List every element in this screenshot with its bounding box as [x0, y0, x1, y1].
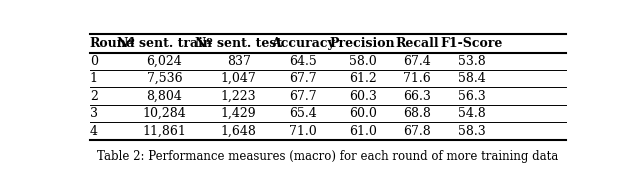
Text: 67.4: 67.4 — [403, 55, 431, 68]
Text: 71.0: 71.0 — [289, 125, 317, 138]
Text: 67.7: 67.7 — [289, 90, 317, 103]
Text: Accuracy: Accuracy — [271, 37, 335, 50]
Text: 60.0: 60.0 — [349, 107, 377, 120]
Text: 2: 2 — [90, 90, 98, 103]
Text: 4: 4 — [90, 125, 98, 138]
Text: 1,223: 1,223 — [221, 90, 257, 103]
Text: 71.6: 71.6 — [403, 72, 431, 85]
Text: Round: Round — [90, 37, 136, 50]
Text: 10,284: 10,284 — [143, 107, 186, 120]
Text: 64.5: 64.5 — [289, 55, 317, 68]
Text: 8,804: 8,804 — [147, 90, 182, 103]
Text: 1,429: 1,429 — [221, 107, 257, 120]
Text: 61.0: 61.0 — [349, 125, 377, 138]
Text: 58.4: 58.4 — [458, 72, 486, 85]
Text: 0: 0 — [90, 55, 98, 68]
Text: 68.8: 68.8 — [403, 107, 431, 120]
Text: 7,536: 7,536 — [147, 72, 182, 85]
Text: 58.0: 58.0 — [349, 55, 376, 68]
Text: 53.8: 53.8 — [458, 55, 486, 68]
Text: 11,861: 11,861 — [142, 125, 186, 138]
Text: 66.3: 66.3 — [403, 90, 431, 103]
Text: F1-Score: F1-Score — [441, 37, 503, 50]
Text: 54.8: 54.8 — [458, 107, 486, 120]
Text: 1,648: 1,648 — [221, 125, 257, 138]
Text: 56.3: 56.3 — [458, 90, 486, 103]
Text: 60.3: 60.3 — [349, 90, 377, 103]
Text: 65.4: 65.4 — [289, 107, 317, 120]
Text: 6,024: 6,024 — [147, 55, 182, 68]
Text: Precision: Precision — [330, 37, 396, 50]
Text: Nº sent. test: Nº sent. test — [195, 37, 282, 50]
Text: 61.2: 61.2 — [349, 72, 376, 85]
Text: Table 2: Performance measures (macro) for each round of more training data: Table 2: Performance measures (macro) fo… — [97, 150, 559, 163]
Text: 1: 1 — [90, 72, 98, 85]
Text: 67.7: 67.7 — [289, 72, 317, 85]
Text: Nº sent. train: Nº sent. train — [117, 37, 212, 50]
Text: 3: 3 — [90, 107, 98, 120]
Text: 67.8: 67.8 — [403, 125, 431, 138]
Text: 1,047: 1,047 — [221, 72, 257, 85]
Text: Recall: Recall — [396, 37, 439, 50]
Text: 837: 837 — [227, 55, 251, 68]
Text: 58.3: 58.3 — [458, 125, 486, 138]
